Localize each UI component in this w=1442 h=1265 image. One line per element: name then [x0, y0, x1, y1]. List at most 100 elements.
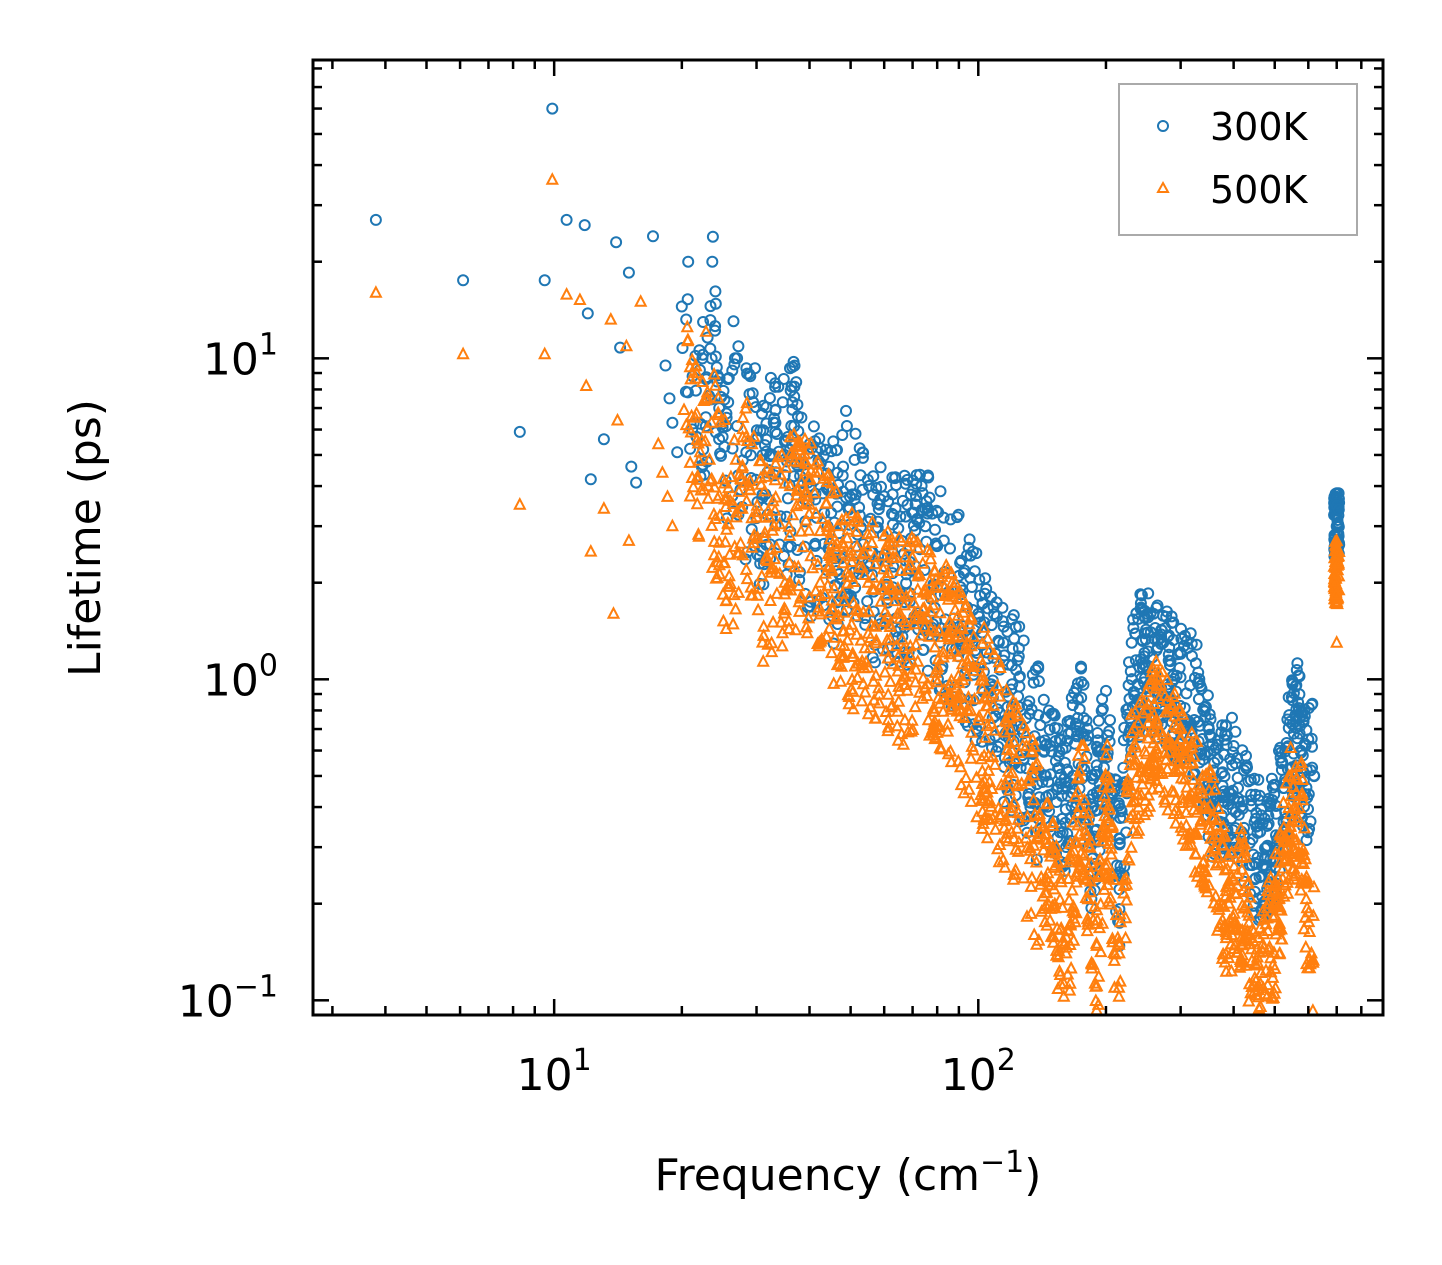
- point-500K: [716, 613, 731, 627]
- point-300K: [578, 219, 591, 232]
- point-500K: [1182, 764, 1196, 778]
- y-tick-label: 101: [203, 327, 278, 385]
- point-500K: [1102, 801, 1117, 815]
- point-500K: [1072, 799, 1087, 812]
- point-500K: [978, 774, 992, 787]
- point-500K: [1008, 862, 1023, 876]
- point-300K: [900, 577, 913, 590]
- point-500K: [1264, 870, 1278, 883]
- point-500K: [881, 687, 895, 700]
- point-500K: [1146, 747, 1160, 761]
- point-300K: [854, 469, 867, 482]
- point-500K: [822, 621, 836, 634]
- point-500K: [921, 676, 935, 690]
- point-500K: [761, 637, 775, 650]
- point-300K: [1070, 730, 1083, 743]
- point-500K: [1149, 773, 1163, 786]
- point-500K: [1134, 787, 1148, 801]
- y-tick-base: 10: [203, 655, 259, 706]
- point-500K: [1272, 921, 1286, 935]
- point-300K: [457, 274, 470, 287]
- point-500K: [733, 536, 748, 549]
- point-500K: [798, 463, 813, 477]
- point-500K: [1242, 908, 1256, 921]
- point-500K: [1214, 855, 1229, 868]
- point-500K: [1072, 826, 1087, 840]
- point-500K: [1167, 806, 1181, 819]
- point-500K: [665, 518, 680, 532]
- point-500K: [825, 547, 839, 561]
- point-300K: [849, 427, 862, 440]
- point-300K: [1123, 656, 1135, 669]
- point-300K: [1251, 819, 1264, 832]
- point-500K: [1227, 906, 1241, 919]
- point-500K: [1159, 704, 1174, 718]
- point-500K: [1289, 832, 1303, 846]
- point-500K: [750, 504, 764, 518]
- point-300K: [1023, 695, 1036, 708]
- point-500K: [1295, 788, 1309, 801]
- point-300K: [1308, 770, 1321, 783]
- point-500K: [747, 527, 761, 541]
- point-300K: [1174, 646, 1187, 659]
- point-500K: [747, 535, 761, 549]
- point-500K: [697, 482, 711, 495]
- point-500K: [1105, 820, 1119, 833]
- point-500K: [783, 574, 797, 588]
- point-500K: [1086, 912, 1100, 926]
- point-500K: [727, 587, 741, 601]
- point-500K: [885, 697, 899, 711]
- point-500K: [1218, 954, 1232, 968]
- point-500K: [1098, 767, 1113, 780]
- point-300K: [790, 376, 803, 389]
- point-300K: [916, 487, 929, 500]
- point-300K: [1042, 775, 1055, 788]
- point-500K: [1001, 771, 1015, 785]
- point-500K: [775, 447, 789, 461]
- point-500K: [1240, 876, 1255, 889]
- point-500K: [1186, 772, 1201, 785]
- point-300K: [1013, 671, 1026, 684]
- point-500K: [1162, 736, 1176, 750]
- point-500K: [1265, 991, 1279, 1004]
- point-500K: [808, 485, 822, 499]
- point-500K: [1073, 855, 1087, 868]
- point-500K: [985, 781, 999, 794]
- point-300K: [1286, 675, 1299, 688]
- point-500K: [761, 503, 775, 517]
- point-500K: [1123, 809, 1138, 823]
- point-300K: [597, 433, 610, 446]
- point-500K: [1017, 870, 1031, 884]
- point-500K: [940, 723, 955, 737]
- point-500K: [823, 531, 837, 545]
- point-500K: [789, 622, 803, 636]
- point-500K: [1175, 790, 1190, 804]
- point-500K: [692, 453, 706, 466]
- point-500K: [903, 647, 917, 660]
- point-500K: [1083, 832, 1097, 846]
- point-500K: [1238, 843, 1252, 857]
- point-500K: [1124, 744, 1139, 758]
- point-500K: [1174, 820, 1188, 833]
- point-300K: [666, 416, 679, 429]
- point-500K: [942, 688, 957, 702]
- point-500K: [1059, 939, 1074, 953]
- point-300K: [1118, 721, 1131, 734]
- point-500K: [948, 644, 962, 657]
- point-500K: [1175, 707, 1190, 720]
- point-500K: [1243, 889, 1257, 903]
- point-300K: [1138, 610, 1151, 623]
- point-500K: [747, 429, 761, 442]
- point-500K: [538, 346, 552, 360]
- point-300K: [1104, 714, 1116, 727]
- point-500K: [977, 793, 991, 806]
- point-500K: [828, 630, 842, 643]
- point-300K: [1265, 772, 1278, 785]
- point-300K: [1136, 657, 1149, 670]
- point-300K: [997, 636, 1010, 649]
- point-500K: [684, 424, 698, 438]
- point-300K: [1101, 747, 1114, 760]
- legend-box: [1118, 83, 1358, 236]
- point-500K: [755, 568, 769, 582]
- point-500K: [907, 595, 921, 609]
